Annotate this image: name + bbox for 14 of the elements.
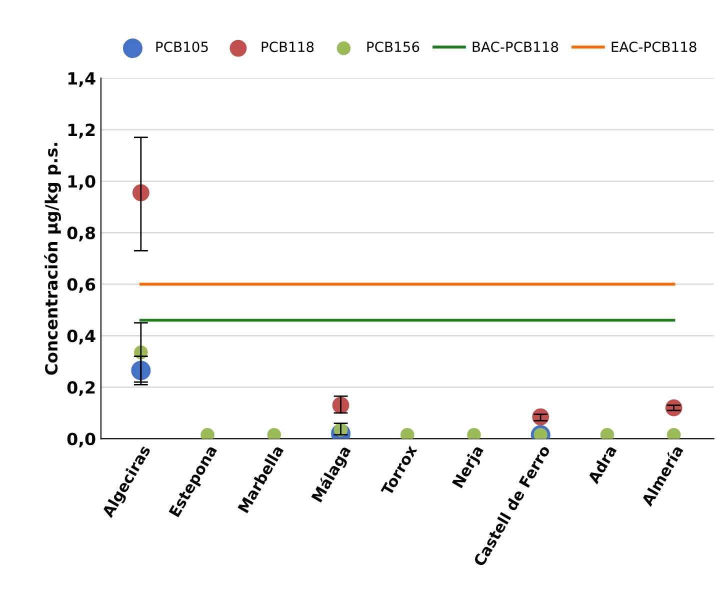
y-tick-label: 1,4: [68, 72, 96, 87]
legend-label: PCB105: [156, 42, 208, 52]
y-tick-label: 0,0: [67, 432, 96, 448]
legend-label: PCB156: [367, 42, 420, 52]
legend-label: PCB118: [262, 42, 314, 52]
y-axis-title: Concentración µg/kg p.s.: [44, 142, 61, 375]
y-tick-label: 0,2: [67, 381, 95, 396]
legend-label: EAC-PCB118: [612, 42, 696, 52]
y-tick-label: 0,4: [67, 330, 96, 344]
y-tick-label: 0,6: [67, 278, 96, 293]
y-tick-label: 1,0: [68, 175, 96, 190]
y-tick-label: 1,2: [68, 124, 95, 138]
y-tick-label: 0,8: [67, 226, 96, 242]
legend-label: BAC-PCB118: [472, 42, 558, 52]
